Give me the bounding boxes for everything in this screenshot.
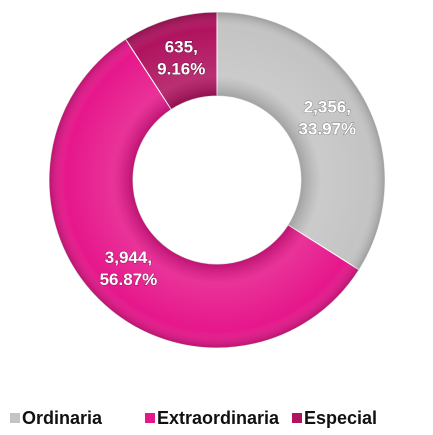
data-label: 3,944, bbox=[105, 248, 152, 267]
legend-label: Ordinaria bbox=[22, 408, 103, 428]
hole bbox=[133, 96, 301, 264]
legend-marker bbox=[10, 413, 20, 423]
legend-marker bbox=[145, 413, 155, 423]
legend-label: Extraordinaria bbox=[157, 408, 280, 428]
legend-label: Especial bbox=[304, 408, 377, 428]
data-label: 9.16% bbox=[157, 60, 205, 79]
data-label: 635, bbox=[165, 38, 198, 57]
data-label: 56.87% bbox=[100, 270, 158, 289]
data-label: 2,356, bbox=[304, 98, 351, 117]
legend-marker bbox=[292, 413, 302, 423]
data-label: 33.97% bbox=[299, 120, 357, 139]
